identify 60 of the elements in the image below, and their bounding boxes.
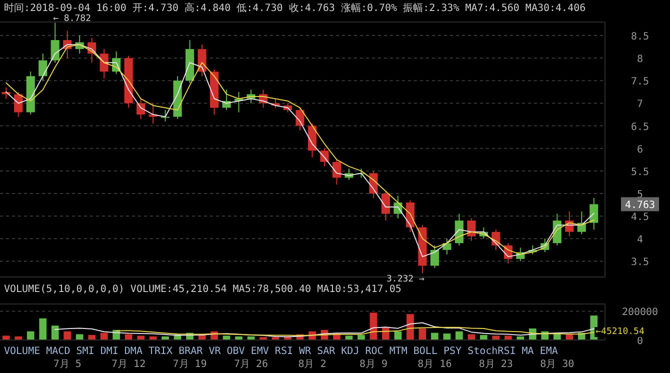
y-tick-label: 7.5 bbox=[630, 76, 650, 88]
bar bbox=[88, 334, 96, 340]
bar bbox=[100, 332, 108, 340]
bar bbox=[431, 332, 438, 340]
candlestick bbox=[38, 53, 48, 82]
x-tick-label: 7月 26 bbox=[234, 359, 268, 370]
bar bbox=[358, 334, 365, 340]
bar bbox=[504, 336, 512, 340]
annotation: 3.232 → bbox=[386, 274, 426, 284]
x-tick-label: 8月 9 bbox=[359, 359, 388, 370]
candlestick bbox=[381, 190, 390, 222]
y-tick-label: 3.5 bbox=[630, 257, 650, 268]
text: 4.763 bbox=[624, 200, 656, 212]
candlestick bbox=[161, 110, 170, 122]
candlestick bbox=[467, 218, 476, 242]
y-tick-label: 200000 bbox=[622, 307, 658, 318]
y-tick-label: 0 bbox=[636, 336, 644, 347]
x-tick-label: 8月 30 bbox=[540, 359, 574, 370]
candlestick bbox=[148, 102, 158, 124]
bar bbox=[39, 318, 47, 340]
bar bbox=[418, 328, 426, 340]
bar bbox=[76, 334, 84, 340]
x-tick-label: 8月 16 bbox=[418, 359, 452, 370]
x-tick-label: 8月 23 bbox=[478, 359, 513, 370]
y-tick-label: 6 bbox=[636, 144, 644, 156]
x-tick-label: 8月 2 bbox=[298, 359, 326, 370]
bar bbox=[137, 336, 144, 340]
bar bbox=[456, 331, 463, 340]
y-tick-label: 7 bbox=[636, 99, 644, 110]
bar bbox=[492, 336, 500, 340]
bar bbox=[26, 331, 34, 340]
candlestick bbox=[136, 98, 146, 120]
y-tick-label: 8.5 bbox=[630, 32, 650, 43]
chart-title: 时间:2018-09-04 16:00 开:4.730 高:4.840 低:4.730 收:4.763 涨幅:0.70% 振幅:2.33% MA7:4.560 MA30:4.406 bbox=[4, 2, 586, 14]
y-tick-label: 5.5 bbox=[630, 166, 650, 178]
chart-title: VOLUME(5,10,0,0,0,0) VOLUME:45,210.54 MA5:78,500.40 MA10:53,417.05 bbox=[4, 284, 402, 295]
bar bbox=[124, 334, 132, 340]
candlestick bbox=[590, 198, 598, 230]
candlestick bbox=[50, 22, 60, 64]
bar bbox=[51, 326, 59, 340]
y-tick-label: 4.5 bbox=[630, 212, 650, 224]
x-tick-label: 7月 5 bbox=[53, 359, 82, 370]
line-series bbox=[116, 326, 594, 336]
bar bbox=[2, 336, 10, 340]
annotation: ←45210.54 bbox=[596, 327, 644, 337]
bar bbox=[480, 334, 488, 340]
line-series bbox=[54, 322, 594, 338]
x-tick-label: 7月 12 bbox=[112, 359, 146, 370]
y-tick-label: 6.5 bbox=[630, 122, 650, 133]
bar bbox=[406, 314, 414, 340]
candlestick bbox=[430, 244, 439, 268]
candlestick bbox=[14, 91, 23, 118]
annotation: ← 8.782 bbox=[53, 14, 92, 24]
y-tick-label: 4 bbox=[636, 234, 644, 246]
y-tick-label: 8 bbox=[636, 54, 644, 66]
text: VOLUME MACD SMI DMI DMA TRIX BRAR VR OBV EMV RSI WR SAR KDJ ROC MTM BOLL PSY StochRSI MA EMA bbox=[4, 346, 558, 357]
x-tick-label: 7月 19 bbox=[172, 359, 207, 370]
bar bbox=[64, 331, 72, 340]
y-tick-label: 5 bbox=[636, 190, 644, 201]
bar bbox=[468, 334, 476, 340]
